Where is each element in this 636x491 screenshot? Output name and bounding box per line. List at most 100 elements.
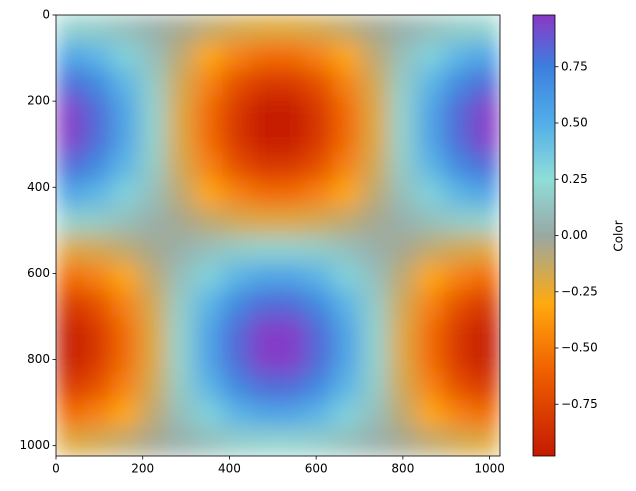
heat-cell (56, 427, 85, 456)
heat-cell (416, 400, 445, 429)
heat-cell (111, 42, 140, 71)
heat-cell (249, 97, 279, 126)
heat-cell (333, 290, 362, 319)
heat-cell (166, 179, 196, 209)
heat-cell (138, 124, 168, 154)
heat-cell (222, 345, 251, 374)
colorbar-tick-label: 0.00 (561, 228, 588, 242)
heat-cell (305, 290, 334, 319)
heat-cell (111, 290, 140, 319)
heat-cell (277, 372, 307, 402)
heat-cell (277, 152, 307, 181)
heat-cell (56, 290, 85, 319)
heat-cell (111, 15, 140, 44)
heat-cell (194, 207, 223, 236)
heat-cell (138, 372, 168, 402)
heat-cell (471, 317, 500, 347)
heat-cell (444, 290, 473, 319)
heat-cell (333, 372, 362, 402)
heat-cell (444, 400, 473, 429)
heat-cell (277, 69, 307, 99)
heat-cell (222, 290, 251, 319)
heat-cell (277, 262, 307, 292)
colorbar-tick-label: −0.25 (561, 284, 598, 298)
heat-cell (305, 207, 334, 236)
heat-cell (360, 235, 390, 264)
heat-cell (416, 15, 445, 44)
heat-cell (222, 427, 251, 456)
heat-cell (249, 124, 279, 154)
heat-cell (416, 42, 445, 71)
heat-cell (111, 235, 140, 264)
heat-cell (444, 42, 473, 71)
heat-cell (138, 345, 168, 374)
heat-cell (249, 69, 279, 99)
heat-cell (333, 97, 362, 126)
heat-cell (444, 124, 473, 154)
heatmap (56, 15, 500, 456)
heat-cell (138, 97, 168, 126)
heat-cell (305, 97, 334, 126)
heat-cell (194, 179, 223, 209)
heat-cell (416, 290, 445, 319)
heat-cell (360, 427, 390, 456)
heat-cell (111, 152, 140, 181)
heat-cell (83, 400, 112, 429)
heat-cell (305, 152, 334, 181)
heat-cell (249, 290, 279, 319)
heat-cell (83, 317, 112, 347)
heat-cell (111, 262, 140, 292)
heat-cell (194, 427, 223, 456)
heat-cell (194, 290, 223, 319)
heat-cell (83, 262, 112, 292)
heat-cell (471, 69, 500, 99)
colorbar-tick-label: 0.50 (561, 116, 588, 130)
heat-cell (56, 69, 85, 99)
heat-cell (277, 317, 307, 347)
heat-cell (138, 69, 168, 99)
colorbar-tick-label: −0.50 (561, 341, 598, 355)
heat-cell (194, 124, 223, 154)
heat-cell (444, 262, 473, 292)
heat-cell (360, 69, 390, 99)
heat-cell (388, 235, 418, 264)
heat-cell (471, 207, 500, 236)
heat-cell (194, 97, 223, 126)
heat-cell (249, 15, 279, 44)
heat-cell (388, 400, 418, 429)
heat-cell (56, 262, 85, 292)
heat-cell (305, 317, 334, 347)
heat-cell (444, 69, 473, 99)
heat-cell (83, 97, 112, 126)
heat-cell (360, 290, 390, 319)
heat-cell (444, 235, 473, 264)
heat-cell (194, 235, 223, 264)
heat-cell (277, 400, 307, 429)
heat-cell (83, 124, 112, 154)
heat-cell (333, 235, 362, 264)
heat-cell (305, 427, 334, 456)
heat-cell (194, 152, 223, 181)
heat-cell (444, 427, 473, 456)
heat-cell (360, 372, 390, 402)
heat-cell (416, 97, 445, 126)
heat-cell (388, 97, 418, 126)
heat-cell (249, 427, 279, 456)
plot-frame (55, 14, 501, 457)
colorbar-tick-label: 0.25 (561, 172, 588, 186)
heat-cell (388, 179, 418, 209)
heat-cell (83, 42, 112, 71)
heat-cell (222, 97, 251, 126)
heat-cell (138, 317, 168, 347)
heat-cell (194, 372, 223, 402)
heat-cell (111, 372, 140, 402)
colorbar-tick-label: 0.75 (561, 59, 588, 73)
heat-cell (471, 400, 500, 429)
heat-cell (416, 345, 445, 374)
heat-cell (166, 372, 196, 402)
heat-cell (277, 345, 307, 374)
heat-cell (56, 317, 85, 347)
heat-cell (166, 317, 196, 347)
heat-cell (166, 400, 196, 429)
